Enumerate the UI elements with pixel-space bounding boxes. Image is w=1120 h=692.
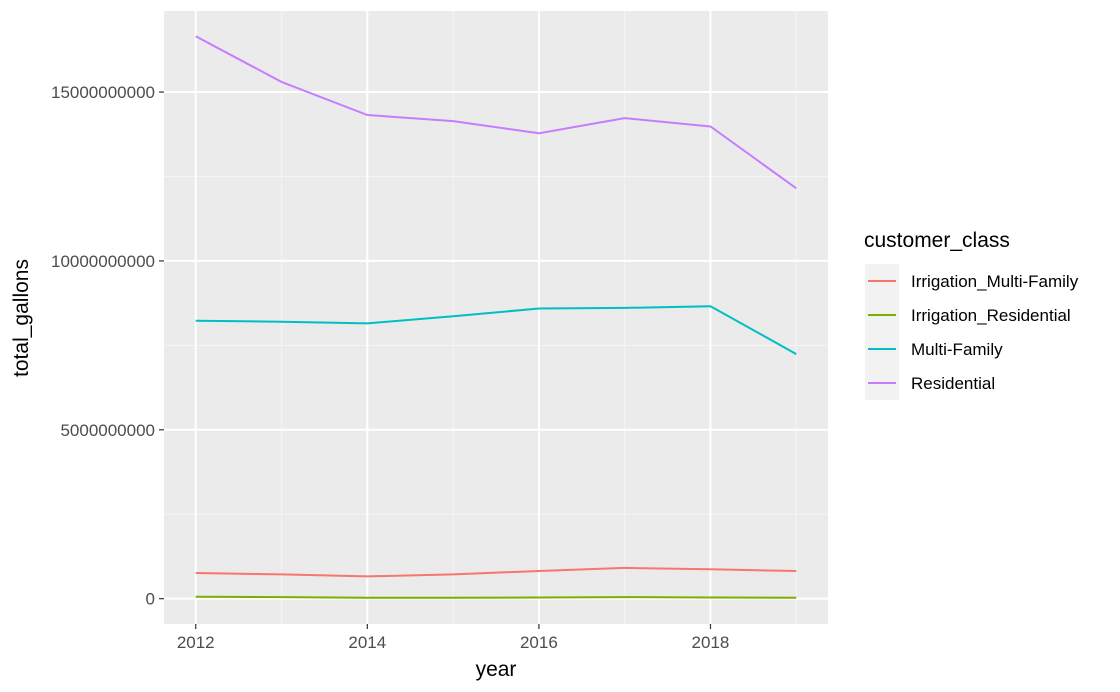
- x-tick-label: 2018: [692, 633, 730, 652]
- legend: customer_class Irrigation_Multi-Family Ir…: [864, 229, 1079, 400]
- x-axis-title: year: [476, 658, 517, 681]
- series-line-1: [195, 595, 797, 599]
- x-tick-label: 2014: [348, 633, 386, 652]
- y-tick-label: 0: [146, 590, 155, 609]
- legend-label: Residential: [911, 374, 995, 393]
- series-line-0: [195, 566, 797, 578]
- y-axis-title: total_gallons: [10, 259, 33, 377]
- series-lines: [195, 35, 797, 599]
- x-axis-ticks: 2012 2014 2016 2018: [177, 624, 730, 652]
- legend-label: Irrigation_Residential: [911, 306, 1071, 325]
- y-tick-label: 10000000000: [51, 252, 155, 271]
- y-axis-ticks: 0 5000000000 10000000000 15000000000: [51, 83, 164, 609]
- plot-panel: [164, 11, 828, 624]
- x-tick-label: 2016: [520, 633, 558, 652]
- legend-label: Irrigation_Multi-Family: [911, 272, 1079, 291]
- minor-gridlines: [164, 11, 828, 624]
- legend-title: customer_class: [864, 229, 1010, 252]
- legend-label: Multi-Family: [911, 340, 1003, 359]
- series-line-3: [195, 35, 797, 190]
- y-tick-label: 15000000000: [51, 83, 155, 102]
- major-gridlines: [164, 11, 828, 624]
- x-tick-label: 2012: [177, 633, 215, 652]
- y-tick-label: 5000000000: [60, 421, 155, 440]
- series-line-2: [195, 305, 797, 355]
